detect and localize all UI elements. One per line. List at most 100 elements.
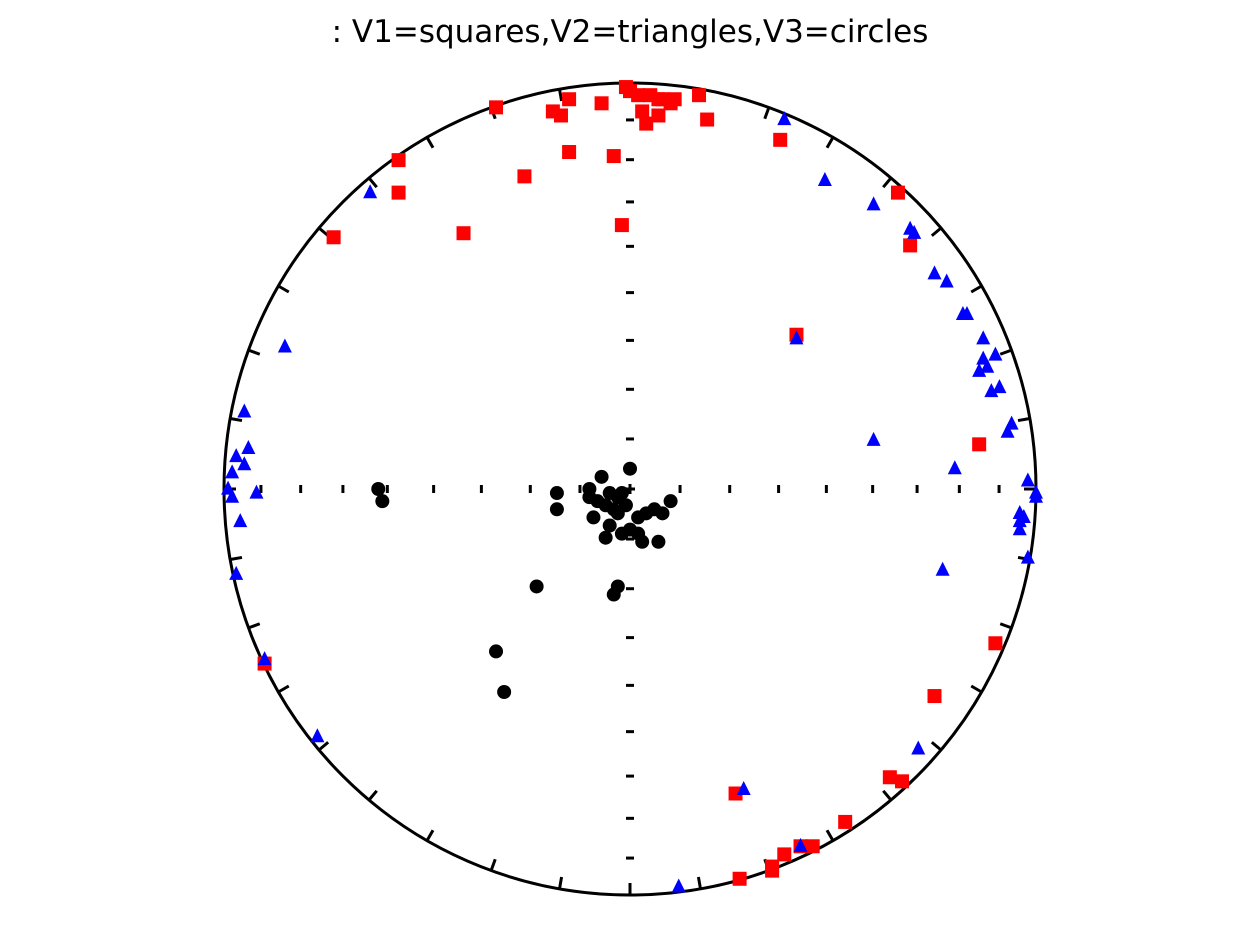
square-point [631, 88, 646, 103]
triangle-point [225, 464, 240, 479]
triangle-point [817, 172, 832, 187]
circle-point [663, 494, 678, 509]
square-point [667, 92, 682, 107]
perimeter-tick [882, 177, 893, 189]
triangle-point [911, 740, 926, 755]
square-point [700, 112, 715, 127]
square-point [545, 104, 560, 119]
stereonet-ticks [224, 83, 1036, 895]
circle-point [602, 518, 617, 533]
square-point [562, 92, 577, 107]
square-point [927, 689, 942, 704]
triangle-point [976, 330, 991, 345]
square-point [639, 116, 654, 131]
perimeter-tick [367, 789, 378, 801]
perimeter-tick [229, 417, 243, 423]
square-point [562, 145, 577, 160]
perimeter-tick [277, 684, 290, 694]
triangle-point [988, 346, 1003, 361]
circle-point [635, 534, 650, 549]
triangle-point [237, 403, 252, 418]
triangle-point [866, 196, 881, 211]
square-point [732, 871, 747, 886]
circle-point [594, 469, 609, 484]
perimeter-tick [970, 284, 983, 294]
perimeter-tick [999, 622, 1013, 630]
triangle-point [984, 383, 999, 398]
triangle-point [947, 460, 962, 475]
square-point [635, 104, 650, 119]
square-point [456, 226, 471, 241]
perimeter-tick [558, 88, 564, 102]
circle-point [549, 486, 564, 501]
square-point [903, 238, 918, 253]
triangle-point [1012, 513, 1027, 528]
perimeter-tick [999, 348, 1013, 356]
perimeter-tick [696, 876, 702, 890]
circle-point [655, 506, 670, 521]
triangle-point [935, 561, 950, 576]
triangle-point [249, 484, 264, 499]
triangle-point [241, 440, 256, 454]
triangle-point [789, 330, 804, 345]
triangle-point [237, 456, 252, 471]
triangle-point [1029, 488, 1043, 503]
perimeter-tick [763, 106, 771, 120]
circle-point [651, 534, 666, 549]
perimeter-tick [229, 555, 243, 561]
perimeter-tick [825, 136, 835, 149]
square-point [651, 108, 666, 123]
triangle-point [972, 362, 987, 377]
perimeter-tick [970, 684, 983, 694]
circle-point [598, 530, 613, 545]
square-point [489, 100, 504, 115]
triangle-point [959, 306, 974, 321]
triangle-point [939, 273, 954, 288]
perimeter-tick [367, 177, 378, 189]
circle-point [497, 685, 512, 699]
triangle-point [777, 111, 792, 126]
perimeter-tick [247, 622, 261, 630]
circle-point [610, 506, 625, 521]
triangle-point [257, 651, 272, 666]
circle-point [614, 486, 629, 501]
square-point [614, 218, 629, 233]
square-point [773, 132, 788, 147]
triangle-point [229, 565, 244, 580]
square-point [692, 88, 707, 103]
perimeter-tick [1017, 417, 1031, 423]
square-point [838, 814, 853, 829]
triangle-point [1020, 549, 1035, 564]
circle-point [489, 644, 504, 659]
triangle-point [1020, 472, 1035, 487]
square-point [895, 774, 910, 789]
circle-point [375, 494, 390, 509]
square-point [326, 230, 341, 245]
square-point [594, 96, 609, 111]
triangle-point [927, 265, 942, 280]
circle-point [529, 579, 544, 594]
perimeter-tick [930, 226, 942, 237]
circle-point [586, 510, 601, 525]
square-point [988, 636, 1003, 651]
square-point [777, 847, 792, 862]
triangle-point [866, 431, 881, 446]
triangle-point [671, 878, 686, 893]
square-point [972, 437, 987, 452]
perimeter-tick [930, 741, 942, 752]
square-point [765, 863, 780, 878]
triangle-point [1012, 521, 1027, 536]
triangle-point [793, 837, 808, 852]
square-point [517, 169, 532, 184]
perimeter-tick [558, 876, 564, 890]
triangle-point [736, 781, 751, 796]
perimeter-tick [247, 348, 261, 356]
circle-point [549, 502, 564, 517]
perimeter-tick [318, 741, 330, 752]
triangle-point [980, 358, 995, 373]
triangle-point [1000, 423, 1015, 438]
circle-point [606, 587, 621, 602]
triangle-point [233, 513, 248, 528]
triangle-point [363, 184, 378, 199]
